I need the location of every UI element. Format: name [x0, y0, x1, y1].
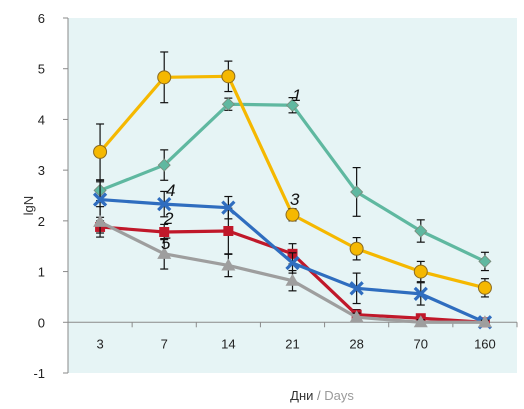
- data-point: [221, 97, 235, 111]
- data-point: [477, 280, 492, 295]
- y-tick-label: 4: [38, 112, 45, 127]
- x-tick-label: 70: [414, 336, 428, 351]
- y-tick-label: 3: [38, 163, 45, 178]
- x-tick-label: 21: [285, 336, 299, 351]
- data-point: [92, 192, 108, 207]
- x-axis-title-ru: Дни: [290, 388, 313, 403]
- data-point: [93, 214, 108, 227]
- data-point: [413, 315, 428, 328]
- x-tick-label: 7: [161, 336, 168, 351]
- data-point: [221, 69, 236, 84]
- data-point: [157, 196, 172, 212]
- series-layer: [92, 51, 493, 330]
- x-axis-title-en: Days: [324, 388, 354, 403]
- y-tick-label: 5: [38, 62, 45, 77]
- series-label-2: 2: [163, 209, 174, 228]
- data-point: [157, 70, 172, 85]
- series-label-3: 3: [290, 190, 300, 209]
- series-label-4: 4: [166, 181, 175, 200]
- data-point: [285, 273, 300, 286]
- data-point: [221, 200, 236, 215]
- y-tick-label: 2: [38, 214, 45, 229]
- series-label-1: 1: [292, 86, 301, 105]
- series-label-5: 5: [161, 234, 171, 253]
- x-tick-label: 14: [221, 336, 235, 351]
- y-axis-title: lgN: [21, 196, 36, 216]
- data-point: [285, 255, 300, 271]
- data-point: [350, 185, 364, 199]
- plot-area: [68, 18, 517, 373]
- data-point: [157, 158, 171, 172]
- x-tick-label: 3: [96, 336, 103, 351]
- data-point: [349, 310, 364, 323]
- data-point: [223, 226, 234, 236]
- data-point: [413, 264, 428, 279]
- data-point: [349, 281, 364, 296]
- data-point: [478, 254, 492, 268]
- y-tick-label: -1: [33, 366, 45, 381]
- data-point: [157, 246, 172, 259]
- x-axis-title: Дни / Days: [290, 388, 354, 403]
- series-1: [93, 97, 492, 272]
- data-point: [349, 241, 364, 256]
- series-3: [93, 51, 492, 298]
- series-labels: 1 2 3 4 5: [161, 86, 301, 253]
- data-point: [159, 227, 170, 238]
- data-point: [93, 144, 108, 159]
- y-tick-label: 6: [38, 11, 45, 26]
- data-point: [285, 98, 300, 112]
- x-tick-label: 28: [349, 336, 363, 351]
- x-axis-title-separator: /: [313, 388, 324, 403]
- data-point: [477, 315, 492, 328]
- data-point: [413, 286, 428, 302]
- x-tick-label: 160: [474, 336, 496, 351]
- data-point: [285, 207, 300, 222]
- data-point: [221, 258, 236, 271]
- data-point: [414, 224, 428, 238]
- series-5: [93, 206, 492, 328]
- y-tick-label: 0: [38, 315, 45, 330]
- y-tick-label: 1: [38, 265, 45, 280]
